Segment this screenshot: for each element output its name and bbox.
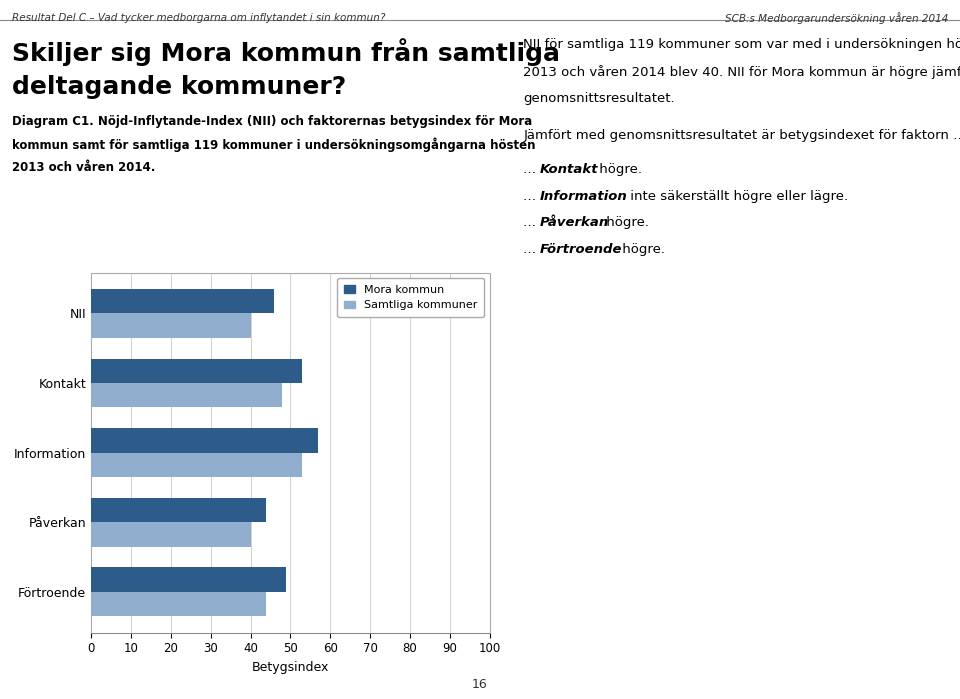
Text: …: … <box>523 243 540 256</box>
Text: deltagande kommuner?: deltagande kommuner? <box>12 75 346 99</box>
X-axis label: Betygsindex: Betygsindex <box>252 661 329 674</box>
Text: Skiljer sig Mora kommun från samtliga: Skiljer sig Mora kommun från samtliga <box>12 38 560 66</box>
Bar <box>91 359 302 383</box>
Text: SCB:s Medborgarundersökning våren 2014: SCB:s Medborgarundersökning våren 2014 <box>725 13 948 24</box>
Text: inte säkerställt högre eller lägre.: inte säkerställt högre eller lägre. <box>626 190 849 203</box>
Text: …: … <box>523 164 540 176</box>
Text: NII för samtliga 119 kommuner som var med i undersökningen hösten: NII för samtliga 119 kommuner som var me… <box>523 38 960 52</box>
Bar <box>91 568 286 592</box>
Legend: Mora kommun, Samtliga kommuner: Mora kommun, Samtliga kommuner <box>337 278 484 317</box>
Text: Resultat Del C – Vad tycker medborgarna om inflytandet i sin kommun?: Resultat Del C – Vad tycker medborgarna … <box>12 13 385 22</box>
Text: Jämfört med genomsnittsresultatet är betygsindexet för faktorn …: Jämfört med genomsnittsresultatet är bet… <box>523 129 960 142</box>
Text: 2013 och våren 2014.: 2013 och våren 2014. <box>12 161 155 174</box>
Bar <box>91 453 302 477</box>
Text: Information: Information <box>540 190 627 203</box>
Text: …: … <box>523 217 540 229</box>
Text: 16: 16 <box>472 677 488 691</box>
Text: genomsnittsresultatet.: genomsnittsresultatet. <box>523 92 675 105</box>
Bar <box>91 383 282 408</box>
Text: kommun samt för samtliga 119 kommuner i undersökningsomgångarna hösten: kommun samt för samtliga 119 kommuner i … <box>12 138 535 152</box>
Bar <box>91 498 267 522</box>
Text: Påverkan: Påverkan <box>540 217 609 229</box>
Text: 2013 och våren 2014 blev 40. NII för Mora kommun är högre jämfört med: 2013 och våren 2014 blev 40. NII för Mor… <box>523 65 960 79</box>
Bar <box>91 313 251 338</box>
Bar <box>91 592 267 617</box>
Bar <box>91 273 490 633</box>
Bar <box>91 289 275 313</box>
Bar <box>91 428 319 453</box>
Text: …: … <box>523 190 540 203</box>
Bar <box>91 522 251 547</box>
Text: högre.: högre. <box>618 243 665 256</box>
Text: Diagram C1. Nöjd-Inflytande-Index (NII) och faktorernas betygsindex för Mora: Diagram C1. Nöjd-Inflytande-Index (NII) … <box>12 115 532 128</box>
Text: Kontakt: Kontakt <box>540 164 598 176</box>
Text: högre.: högre. <box>594 164 641 176</box>
Text: högre.: högre. <box>603 217 650 229</box>
Text: Förtroende: Förtroende <box>540 243 622 256</box>
